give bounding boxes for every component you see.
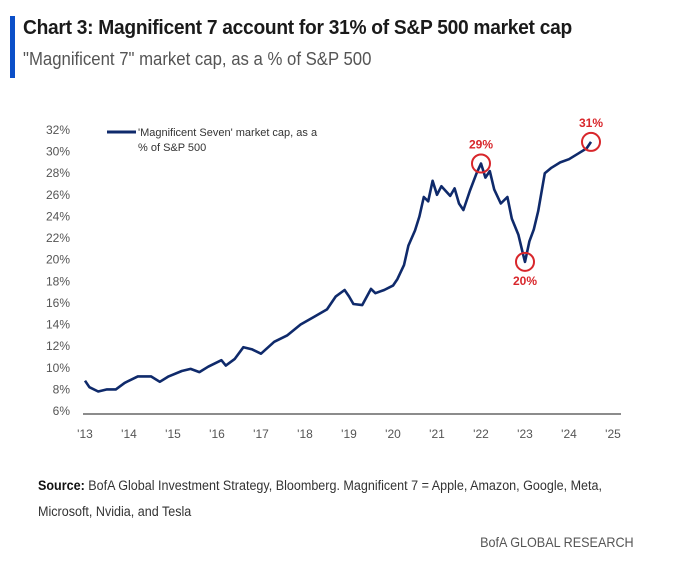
y-tick-label: 22% [46,231,70,245]
x-tick-label: '24 [561,427,577,441]
legend: 'Magnificent Seven' market cap, as a % o… [107,127,318,154]
x-tick-label: '23 [517,427,533,441]
x-tick-label: '15 [165,427,181,441]
y-axis: 6% 8% 10% 12% 14% 16% 18% 20% 22% 24% 26% 28% 30% 32% [46,123,70,418]
x-tick-label: '17 [253,427,269,441]
source-note: Source: BofA Global Investment Strategy,… [38,473,615,525]
y-tick-label: 16% [46,296,70,310]
y-tick-label: 28% [46,166,70,180]
annotation-circle [581,131,601,152]
x-tick-label: '13 [77,427,93,441]
x-tick-label: '19 [341,427,357,441]
annotation-label: 20% [513,274,537,288]
y-tick-label: 12% [46,339,70,353]
y-tick-label: 18% [46,274,70,288]
y-tick-label: 10% [46,361,70,375]
title-accent-bar [10,16,15,78]
x-tick-label: '22 [473,427,489,441]
annotation-circle [515,251,535,272]
x-tick-label: '20 [385,427,401,441]
y-tick-label: 14% [46,318,70,332]
annotation-circle [471,153,491,174]
chart-subtitle: "Magnificent 7" market cap, as a % of S&… [23,49,372,69]
x-tick-label: '25 [605,427,621,441]
x-tick-label: '21 [429,427,445,441]
chart-title: Chart 3: Magnificent 7 account for 31% o… [23,17,572,39]
y-tick-label: 6% [53,404,71,418]
y-tick-label: 30% [46,145,70,159]
series-line-magnificent-seven [83,141,593,393]
x-axis: '13 '14 '15 '16 '17 '18 '19 '20 '21 '22 '23 '24 '25 [77,427,621,441]
legend-label-line1: 'Magnificent Seven' market cap, as a [138,127,318,139]
y-tick-label: 20% [46,253,70,267]
source-label: Source: [38,478,85,493]
y-tick-label: 8% [53,382,71,396]
y-tick-label: 24% [46,209,70,223]
annotation-label: 29% [469,138,493,152]
legend-label-line2: % of S&P 500 [138,142,206,154]
annotation-label: 31% [579,116,603,130]
source-text: BofA Global Investment Strategy, Bloombe… [38,478,603,519]
x-tick-label: '18 [297,427,313,441]
x-tick-label: '14 [121,427,137,441]
y-tick-label: 26% [46,188,70,202]
x-tick-label: '16 [209,427,225,441]
brand-label: BofA GLOBAL RESEARCH [480,534,634,550]
y-tick-label: 32% [46,123,70,137]
annotations: 29% 20% 31% [469,116,603,288]
